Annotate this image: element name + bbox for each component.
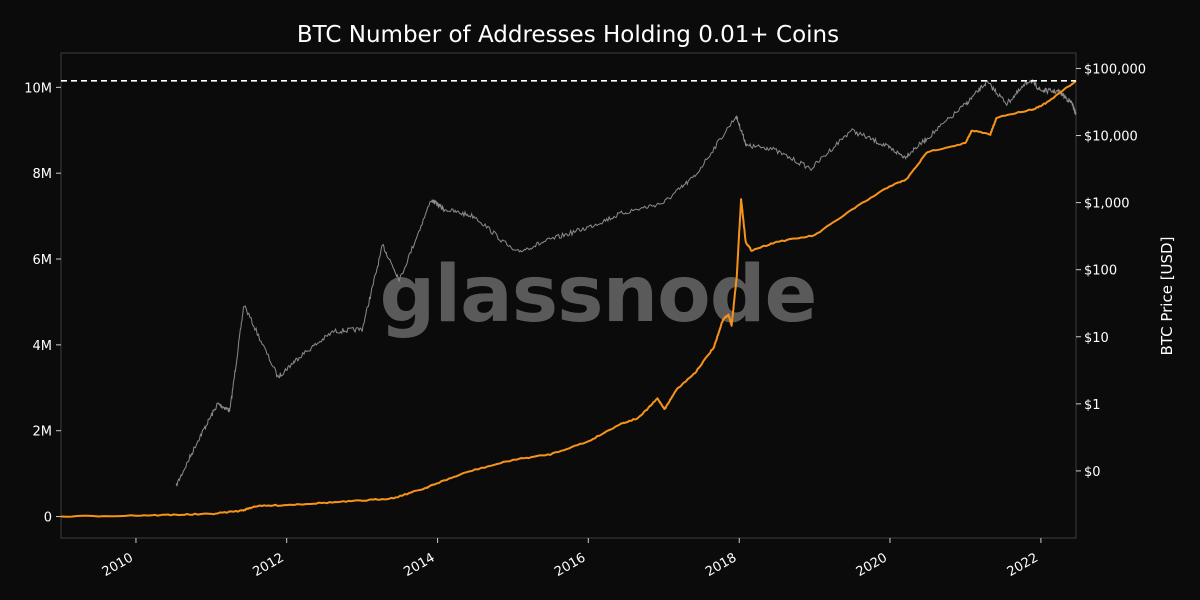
glassnode-watermark: glassnode [380,250,817,340]
y-right-tick-label: $100,000 [1084,62,1146,77]
address-count-line [60,80,1077,518]
y-right-tick-label: $10,000 [1084,130,1138,145]
y-left-tick-label: 10M [24,81,52,96]
y-right-tick-label: $100 [1084,264,1117,279]
price-line [175,78,1077,487]
y-left-tick-label: 2M [33,425,53,440]
y-right-tick-label: $1 [1084,398,1101,413]
right-axis-label: BTC Price [USD] [1158,237,1176,356]
price-series [175,78,1077,487]
address-series [60,80,1077,518]
y-left-tick-label: 0 [44,511,52,526]
y-left-tick-label: 8M [33,167,53,182]
y-axis-left: 0 2M 4M 6M 8M 10M [24,81,61,526]
y-left-tick-label: 4M [33,339,53,354]
y-right-tick-label: $0 [1084,465,1101,480]
y-right-tick-label: $1,000 [1084,197,1130,212]
y-right-tick-label: $10 [1084,331,1109,346]
plot-area-frame [60,52,1077,539]
y-left-tick-label: 6M [33,253,53,268]
y-axis-right: $0 $1 $10 $100 $1,000 $10,000 $100,000 [1076,62,1146,480]
chart-title: BTC Number of Addresses Holding 0.01+ Co… [297,22,839,48]
